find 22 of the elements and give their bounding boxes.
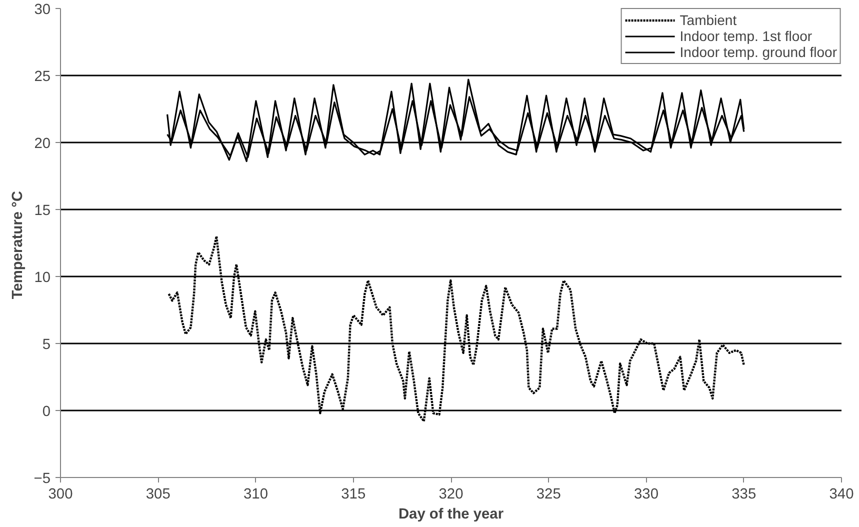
x-tick-label: 330 (634, 486, 658, 502)
x-tick-label: 320 (438, 486, 464, 502)
y-tick-label: 0 (42, 404, 51, 420)
y-tick-label: 25 (34, 69, 51, 85)
y-tick-label: 15 (34, 203, 51, 219)
legend-label: Tambient (680, 12, 737, 28)
x-tick-label: 325 (536, 486, 561, 502)
x-tick-label: 315 (341, 486, 366, 502)
y-axis-title: Temperature °C (10, 190, 26, 300)
x-tick-label: 340 (829, 486, 854, 502)
y-tick-label: −5 (34, 471, 51, 487)
y-tick-label: 20 (34, 136, 51, 152)
x-axis-title: Day of the year (398, 506, 504, 522)
x-tick-label: 300 (48, 486, 73, 502)
legend-label: Indoor temp. 1st floor (680, 28, 812, 44)
y-tick-label: 30 (34, 2, 51, 18)
x-tick-label: 305 (146, 486, 170, 502)
x-tick-label: 335 (732, 486, 756, 502)
y-tick-label: 5 (42, 337, 51, 353)
x-tick-label: 310 (244, 486, 268, 502)
legend-label: Indoor temp. ground floor (680, 44, 837, 60)
y-tick-label: 10 (34, 270, 51, 286)
